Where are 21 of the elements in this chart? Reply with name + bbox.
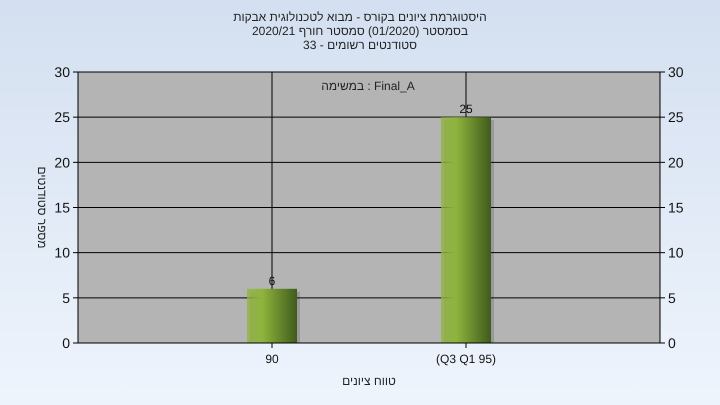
- y-tick-label: 15: [54, 200, 70, 216]
- y2-tick-label: 10: [668, 244, 684, 261]
- y-tick-label: 20: [54, 154, 70, 170]
- annotation: במשימה : Final_A: [321, 79, 415, 93]
- y2-tick-label: 30: [668, 64, 684, 80]
- y-tick-label: 25: [54, 109, 70, 126]
- y2-tick-label: 5: [668, 290, 676, 306]
- y-tick-label: 0: [62, 335, 70, 351]
- x-axis-title: טווח ציונים: [342, 374, 396, 388]
- y2-tick-label: 0: [668, 335, 676, 351]
- chart-subtitle: בסמסטר (01/2020) סמסטר חורף 2020/21 סטודנטים רשומים - 33: [252, 24, 468, 52]
- y2-tick-label: 25: [668, 109, 684, 126]
- y-tick-label: 5: [62, 290, 70, 306]
- chart-title: היסטוגרמת ציונים בקורס - מבוא לטכנולוגית אבקות: [233, 10, 487, 24]
- y2-tick-label: 20: [668, 154, 684, 170]
- x-tick-label: 90: [265, 352, 279, 366]
- y-tick-label: 10: [54, 244, 70, 261]
- y-axis-title: מספר סטודנטים: [35, 166, 49, 249]
- y2-tick-label: 15: [668, 200, 684, 216]
- y-tick-label: 30: [54, 64, 70, 80]
- x-tick-label: (Q3 Q1 95): [436, 352, 496, 366]
